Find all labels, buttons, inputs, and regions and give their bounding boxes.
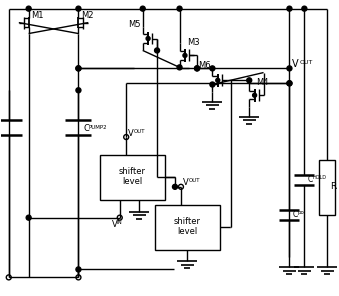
Bar (319, 160, 335, 215)
Circle shape (140, 6, 145, 11)
Text: M6: M6 (198, 62, 211, 70)
Text: M3: M3 (187, 38, 200, 47)
Text: M1: M1 (31, 11, 43, 20)
Text: IN: IN (117, 220, 122, 225)
Circle shape (26, 215, 31, 220)
Text: R: R (330, 182, 337, 191)
Circle shape (253, 93, 257, 97)
Circle shape (216, 78, 220, 82)
Circle shape (287, 81, 292, 86)
Circle shape (183, 54, 187, 57)
Circle shape (76, 6, 81, 11)
Text: C: C (293, 210, 298, 219)
Circle shape (76, 66, 81, 71)
Text: level: level (177, 227, 197, 236)
Circle shape (76, 66, 81, 71)
Circle shape (302, 6, 307, 11)
Circle shape (76, 267, 81, 272)
Circle shape (76, 88, 81, 93)
Circle shape (124, 135, 129, 139)
Text: M2: M2 (81, 11, 94, 20)
Text: M4: M4 (257, 78, 269, 87)
Circle shape (210, 82, 215, 87)
Text: HOLD: HOLD (312, 175, 326, 180)
Circle shape (210, 66, 215, 71)
Text: V: V (183, 178, 189, 187)
Text: V: V (112, 220, 118, 229)
Circle shape (287, 66, 292, 71)
Circle shape (155, 48, 160, 53)
Circle shape (146, 36, 150, 41)
Text: V: V (293, 59, 299, 69)
Text: PUMP2: PUMP2 (88, 125, 107, 130)
Circle shape (287, 6, 292, 11)
Text: OUT: OUT (189, 178, 200, 183)
Circle shape (76, 275, 81, 280)
Circle shape (247, 78, 252, 83)
Text: OUT: OUT (299, 60, 313, 65)
Text: shifter: shifter (174, 217, 200, 226)
Circle shape (173, 184, 177, 189)
Text: C: C (307, 175, 313, 184)
Circle shape (177, 6, 182, 11)
Circle shape (6, 275, 11, 280)
Circle shape (195, 66, 200, 71)
Circle shape (178, 184, 183, 189)
Text: OUT: OUT (134, 128, 146, 133)
Text: C: C (83, 124, 89, 133)
Text: level: level (122, 177, 142, 186)
Text: M5: M5 (128, 20, 141, 29)
Text: pol: pol (297, 210, 306, 215)
Text: shifter: shifter (119, 167, 146, 176)
Circle shape (195, 66, 200, 71)
Circle shape (177, 65, 182, 70)
Circle shape (117, 215, 122, 220)
Bar (100, 155, 165, 200)
Circle shape (26, 6, 31, 11)
Bar (155, 205, 220, 250)
Circle shape (287, 81, 292, 86)
Text: V: V (128, 128, 134, 138)
